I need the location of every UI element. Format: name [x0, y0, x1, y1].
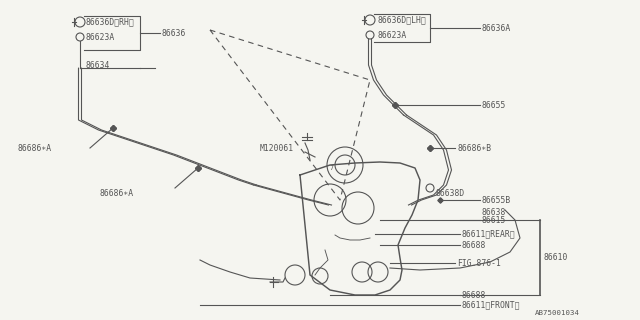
Text: 86686∗B: 86686∗B: [457, 143, 491, 153]
Text: 86636D〈RH〉: 86636D〈RH〉: [86, 18, 135, 27]
Text: 86636D〈LH〉: 86636D〈LH〉: [377, 15, 426, 25]
Text: 86688: 86688: [462, 291, 486, 300]
Text: 86623A: 86623A: [86, 33, 115, 42]
Text: 7: 7: [330, 165, 334, 171]
Text: 86634: 86634: [86, 60, 110, 69]
Text: 86688: 86688: [462, 241, 486, 250]
Text: 86655B: 86655B: [482, 196, 511, 204]
Text: 86638D: 86638D: [436, 188, 465, 197]
Text: 86636A: 86636A: [482, 23, 511, 33]
Text: 86638: 86638: [482, 207, 506, 217]
Text: FIG.876-1: FIG.876-1: [457, 259, 501, 268]
Text: 86611〈FRONT〉: 86611〈FRONT〉: [462, 300, 520, 309]
Text: 86636: 86636: [162, 28, 186, 37]
Text: 86655: 86655: [482, 100, 506, 109]
Text: 86611〈REAR〉: 86611〈REAR〉: [462, 229, 516, 238]
Text: 86623A: 86623A: [377, 30, 406, 39]
Text: 86686∗A: 86686∗A: [100, 188, 134, 197]
Text: 86615: 86615: [482, 215, 506, 225]
Text: 86610: 86610: [543, 253, 568, 262]
Text: AB75001034: AB75001034: [535, 310, 580, 316]
Text: M120061: M120061: [260, 143, 294, 153]
Text: 86686∗A: 86686∗A: [18, 143, 52, 153]
